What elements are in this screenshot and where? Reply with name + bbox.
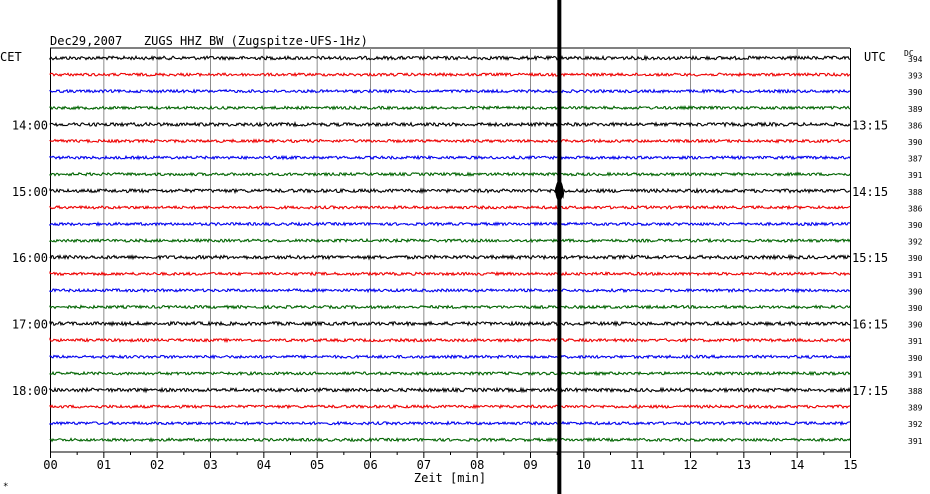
utc-hour-label-1415: 14:15 xyxy=(852,185,888,199)
x-tick-label-09: 09 xyxy=(523,458,537,472)
trace-row-7 xyxy=(49,154,851,161)
trace-row-9 xyxy=(49,185,850,199)
trace-row-11 xyxy=(49,221,851,227)
trace-row-10 xyxy=(49,204,851,211)
x-tick-label-05: 05 xyxy=(310,458,324,472)
trace-row-14 xyxy=(49,270,851,277)
utc-hour-label-1515: 15:15 xyxy=(852,251,888,265)
x-tick-label-00: 00 xyxy=(43,458,57,472)
event-marker xyxy=(555,0,564,494)
dc-value-row-5: 386 xyxy=(908,121,923,130)
x-tick-label-15: 15 xyxy=(843,458,857,472)
x-tick-label-14: 14 xyxy=(790,458,804,472)
utc-hour-label-1615: 16:15 xyxy=(852,318,888,332)
dc-value-row-16: 390 xyxy=(908,304,923,313)
dc-value-row-20: 391 xyxy=(908,370,923,379)
x-tick-label-13: 13 xyxy=(737,458,751,472)
trace-row-19 xyxy=(49,354,851,360)
dc-value-row-2: 393 xyxy=(908,72,923,81)
x-tick-label-12: 12 xyxy=(683,458,697,472)
cet-hour-label-1800: 18:00 xyxy=(12,384,48,398)
utc-hour-label-1715: 17:15 xyxy=(852,384,888,398)
trace-row-15 xyxy=(49,287,851,294)
trace-row-8 xyxy=(49,171,851,177)
x-tick-label-10: 10 xyxy=(577,458,591,472)
event-amplitude-blob xyxy=(555,180,564,201)
cet-hour-label-1500: 15:00 xyxy=(12,185,48,199)
x-tick-label-11: 11 xyxy=(630,458,644,472)
x-tick-label-07: 07 xyxy=(417,458,431,472)
dc-value-row-17: 390 xyxy=(908,321,923,330)
cet-hour-label-1400: 14:00 xyxy=(12,118,48,132)
dc-value-row-19: 390 xyxy=(908,354,923,363)
x-tick-label-01: 01 xyxy=(97,458,111,472)
dc-value-row-1: 394 xyxy=(908,55,923,64)
dc-value-row-11: 390 xyxy=(908,221,923,230)
dc-value-row-9: 388 xyxy=(908,188,923,197)
dc-value-row-10: 386 xyxy=(908,204,923,213)
x-tick-label-04: 04 xyxy=(257,458,271,472)
trace-row-18 xyxy=(49,337,851,344)
dc-value-row-8: 391 xyxy=(908,171,923,180)
trace-row-20 xyxy=(49,370,851,377)
cet-hour-label-1700: 17:00 xyxy=(12,318,48,332)
utc-axis-label: UTC xyxy=(864,50,886,64)
trace-row-2 xyxy=(49,71,851,78)
trace-row-22 xyxy=(49,403,851,410)
x-tick-label-08: 08 xyxy=(470,458,484,472)
dc-value-row-7: 387 xyxy=(908,155,923,164)
dc-column-label: DC xyxy=(904,49,914,58)
trace-row-6 xyxy=(49,138,851,144)
dc-value-row-24: 391 xyxy=(908,437,923,446)
trace-row-16 xyxy=(49,304,851,310)
trace-row-12 xyxy=(49,237,851,244)
trace-row-5 xyxy=(49,121,851,128)
dc-value-row-15: 390 xyxy=(908,287,923,296)
trace-row-13 xyxy=(49,253,851,261)
x-axis-label: Zeit [min] xyxy=(414,471,486,485)
dc-value-row-21: 388 xyxy=(908,387,923,396)
trace-row-23 xyxy=(49,420,851,427)
dc-value-row-3: 390 xyxy=(908,88,923,97)
cet-axis-label: CET xyxy=(0,50,22,64)
cet-hour-label-1600: 16:00 xyxy=(12,251,48,265)
dc-value-row-22: 389 xyxy=(908,404,923,413)
x-tick-label-03: 03 xyxy=(203,458,217,472)
dc-value-row-14: 391 xyxy=(908,271,923,280)
utc-hour-label-1315: 13:15 xyxy=(852,118,888,132)
traces xyxy=(49,54,851,443)
dc-value-row-6: 390 xyxy=(908,138,923,147)
dc-value-row-4: 389 xyxy=(908,105,923,114)
trace-row-21 xyxy=(49,386,851,394)
x-tick-label-02: 02 xyxy=(150,458,164,472)
trace-row-1 xyxy=(49,54,851,62)
x-tick-label-06: 06 xyxy=(363,458,377,472)
trace-row-3 xyxy=(49,88,851,95)
dc-value-row-13: 390 xyxy=(908,254,923,263)
chart-title: Dec29,2007 ZUGS HHZ BW (Zugspitze-UFS-1H… xyxy=(50,34,368,48)
axis-labels: 00 01 02 03 04 05 06 07 08 09 10 11 12 13 14 15 394 393 39… xyxy=(12,55,923,472)
trace-row-24 xyxy=(49,436,851,443)
corner-mark: * xyxy=(3,482,8,492)
grid-lines xyxy=(50,47,851,458)
trace-row-17 xyxy=(49,320,851,328)
trace-row-4 xyxy=(49,105,851,111)
dc-value-row-18: 391 xyxy=(908,337,923,346)
dc-value-row-12: 392 xyxy=(908,238,923,247)
dc-value-row-23: 392 xyxy=(908,420,923,429)
